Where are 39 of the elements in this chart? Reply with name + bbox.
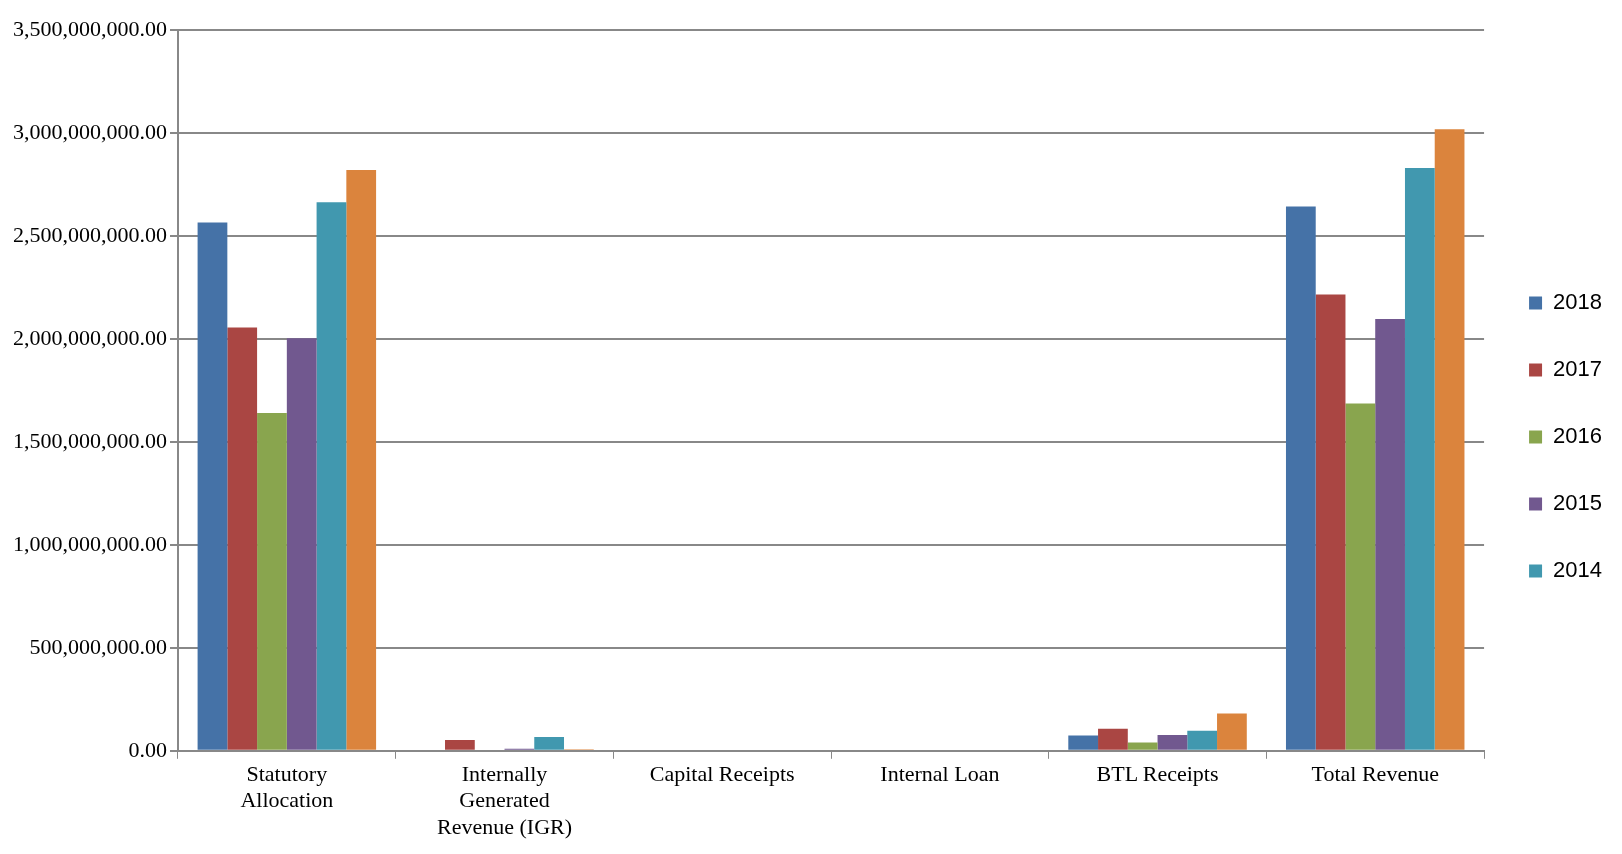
bar	[316, 202, 347, 750]
legend-label: 2016	[1553, 423, 1603, 449]
bar	[346, 170, 377, 750]
bar	[1434, 129, 1465, 750]
bar	[197, 222, 228, 750]
bar	[227, 327, 258, 750]
legend-label: 2015	[1553, 490, 1603, 516]
bar	[1404, 167, 1435, 750]
legend-label: 2014	[1553, 557, 1603, 583]
y-tick-label: 0.00	[128, 736, 167, 762]
y-tick-label: 1,500,000,000.00	[13, 427, 167, 453]
x-tick-label: Statutory Allocation	[240, 760, 334, 813]
y-tick-label: 2,000,000,000.00	[13, 324, 167, 350]
y-tick-label: 1,000,000,000.00	[13, 530, 167, 556]
y-tick-label: 3,000,000,000.00	[13, 118, 167, 144]
legend-label: 2017	[1553, 356, 1603, 382]
bar	[1068, 735, 1099, 750]
bar	[445, 739, 475, 750]
bar	[1285, 206, 1316, 750]
bar	[1098, 728, 1128, 750]
x-tick-label: Internal Loan	[880, 760, 1000, 786]
x-tick-label: Internally Generated Revenue (IGR)	[437, 760, 573, 839]
x-tick-label: Capital Receipts	[649, 760, 795, 786]
x-tick-label: Total Revenue	[1311, 760, 1439, 786]
bar	[534, 737, 565, 750]
bar	[1217, 713, 1247, 750]
legend-label: 2018	[1553, 289, 1603, 315]
y-tick-label: 2,500,000,000.00	[13, 221, 167, 247]
bar	[1315, 294, 1346, 750]
x-tick-label: BTL Receipts	[1096, 760, 1219, 786]
bar	[1127, 742, 1158, 750]
y-tick-label: 500,000,000.00	[29, 633, 167, 659]
bar	[1375, 318, 1405, 750]
bar	[257, 413, 287, 750]
bar	[1157, 734, 1188, 750]
bar	[1345, 403, 1376, 750]
bar	[286, 338, 317, 750]
bar	[1187, 730, 1218, 750]
y-tick-label: 3,500,000,000.00	[13, 15, 167, 41]
